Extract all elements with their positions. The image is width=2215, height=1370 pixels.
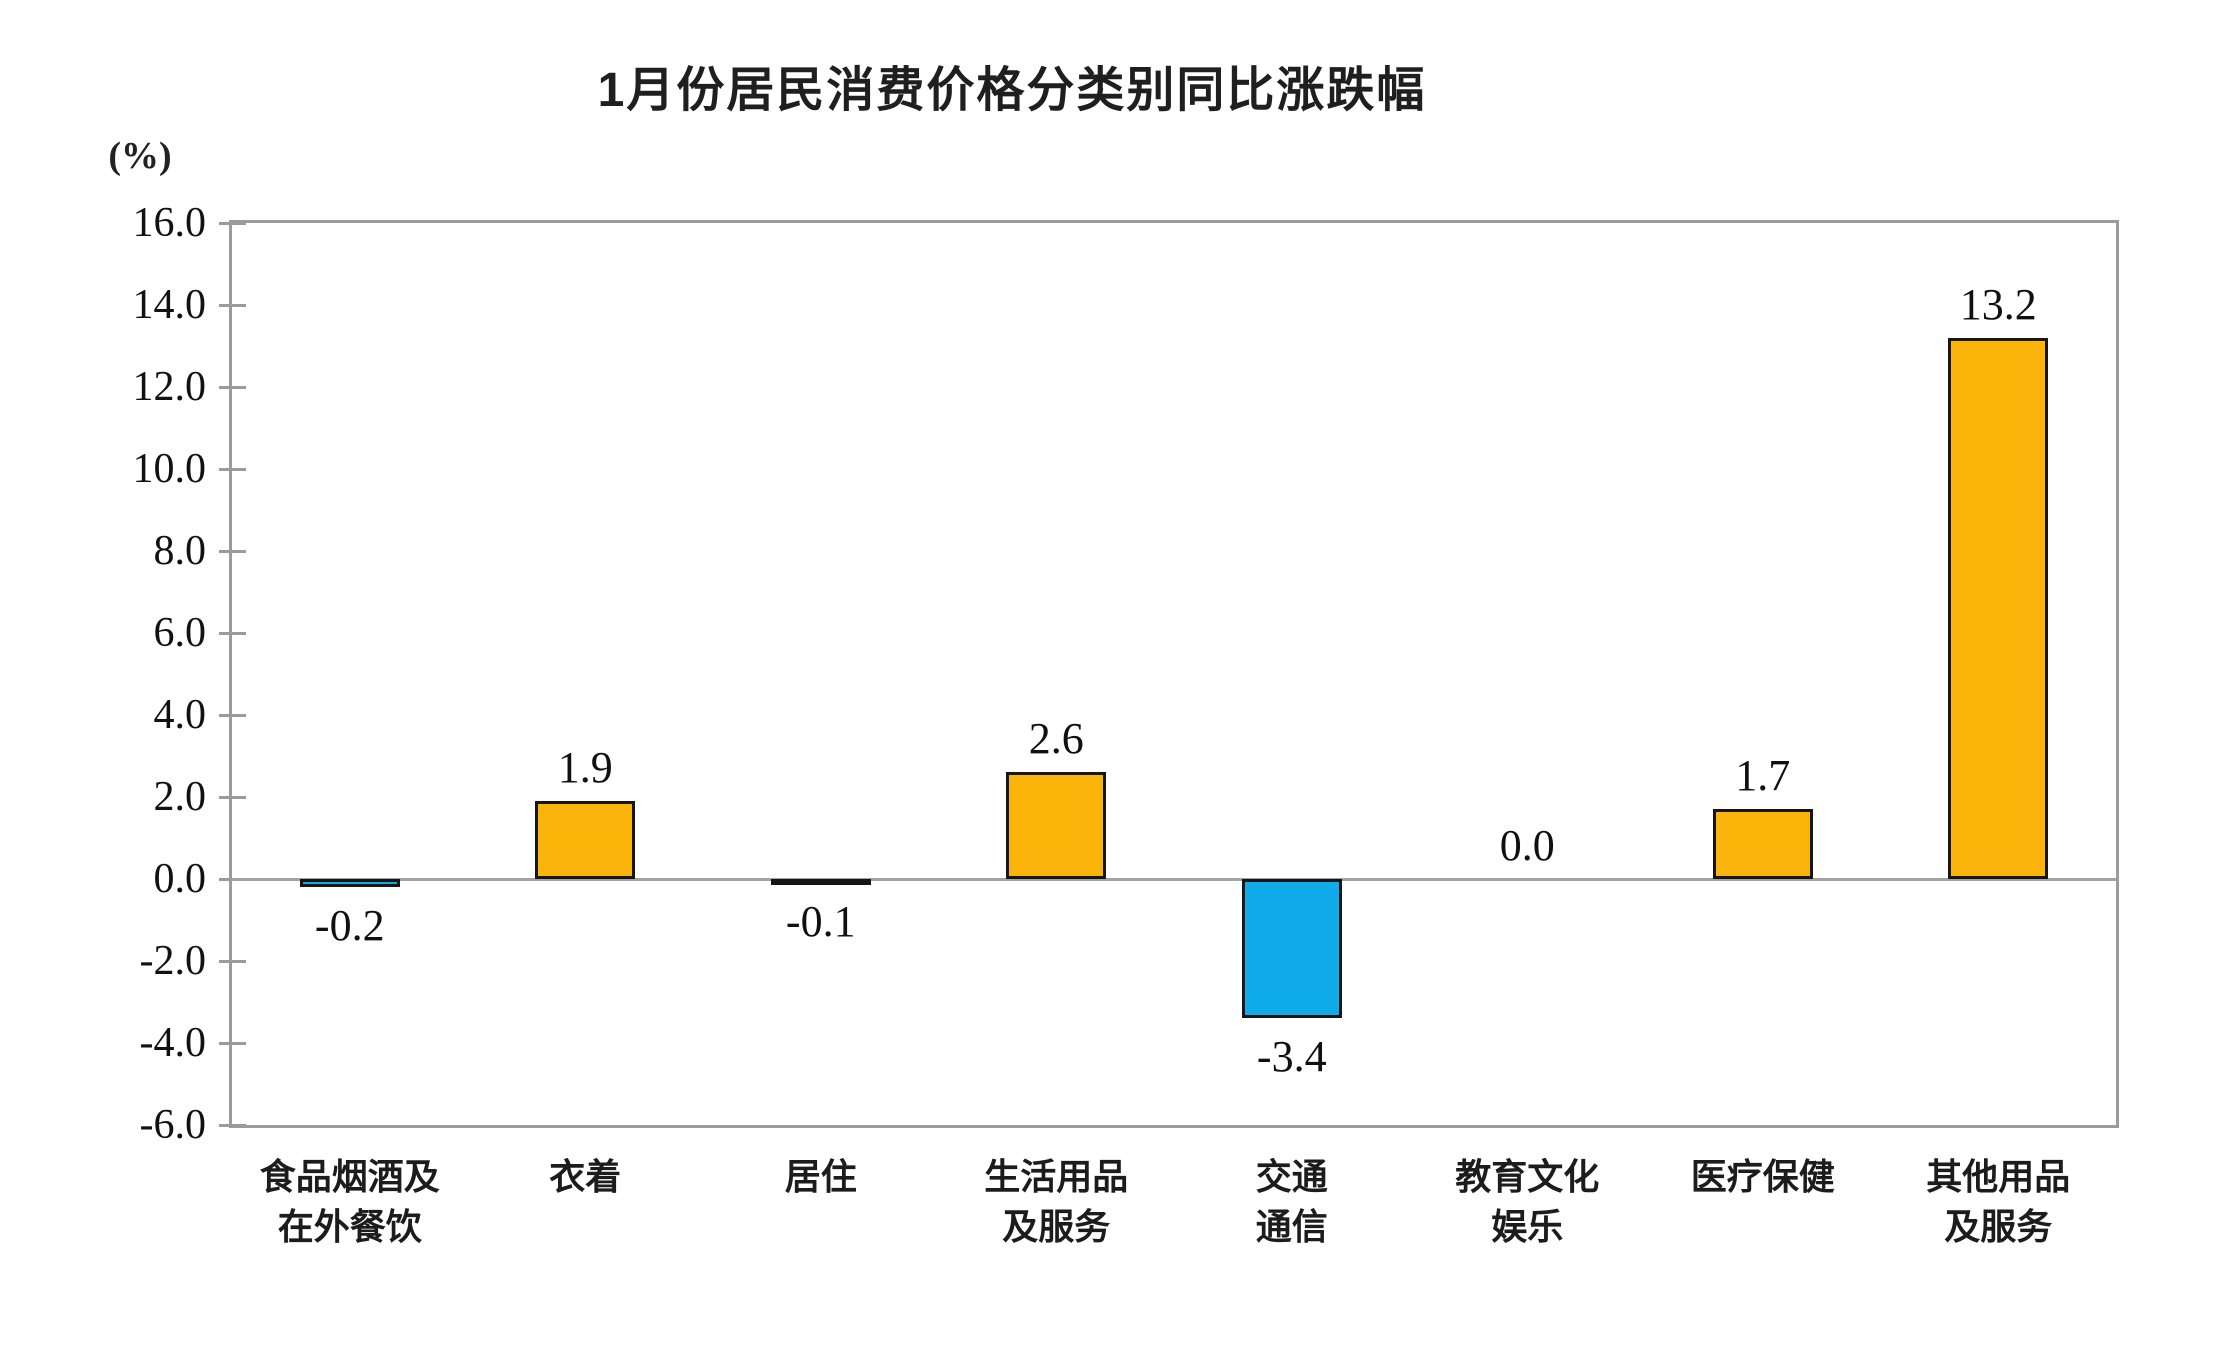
bar-2 bbox=[770, 879, 871, 885]
y-tick-label-2.0: 2.0 bbox=[153, 774, 207, 820]
x-category-label-0: 食品烟酒及 在外餐饮 bbox=[259, 1156, 440, 1247]
y-axis-unit-label: (%) bbox=[108, 135, 172, 177]
y-tick-label-10.0: 10.0 bbox=[132, 446, 207, 492]
bar-7 bbox=[1948, 337, 2049, 879]
y-tick-label-0.0: 0.0 bbox=[153, 856, 207, 902]
y-tick-label-12.0: 12.0 bbox=[132, 364, 207, 410]
y-tick-mark--2.0 bbox=[219, 959, 246, 963]
y-tick-label-16.0: 16.0 bbox=[132, 200, 207, 246]
bar-3 bbox=[1006, 772, 1107, 879]
y-tick-mark--4.0 bbox=[219, 1041, 246, 1045]
x-category-label-7: 其他用品 及服务 bbox=[1926, 1156, 2071, 1247]
y-tick-mark-16.0 bbox=[219, 221, 246, 225]
x-category-label-1: 衣着 bbox=[549, 1156, 622, 1197]
value-label-6: 1.7 bbox=[1735, 751, 1791, 801]
x-category-label-4: 交通 通信 bbox=[1255, 1156, 1328, 1247]
value-label-2: -0.1 bbox=[785, 897, 856, 947]
zero-axis-line bbox=[232, 877, 2116, 881]
value-label-7: 13.2 bbox=[1959, 279, 2037, 329]
y-tick-label-14.0: 14.0 bbox=[132, 282, 207, 328]
value-label-0: -0.2 bbox=[314, 901, 385, 951]
y-tick-label-8.0: 8.0 bbox=[153, 528, 207, 574]
plot-area bbox=[229, 220, 2119, 1128]
y-tick-label-6.0: 6.0 bbox=[153, 610, 207, 656]
value-label-3: 2.6 bbox=[1028, 714, 1084, 764]
x-category-label-2: 居住 bbox=[784, 1156, 857, 1197]
bar-0 bbox=[299, 879, 400, 888]
y-tick-label-4.0: 4.0 bbox=[153, 692, 207, 738]
x-category-label-5: 教育文化 娱乐 bbox=[1455, 1156, 1600, 1247]
bar-6 bbox=[1712, 809, 1813, 879]
y-tick-mark-10.0 bbox=[219, 467, 246, 471]
y-tick-mark-12.0 bbox=[219, 385, 246, 389]
y-tick-mark-14.0 bbox=[219, 303, 246, 307]
value-label-5: 0.0 bbox=[1499, 821, 1555, 870]
y-tick-mark--6.0 bbox=[219, 1123, 246, 1127]
value-label-4: -3.4 bbox=[1256, 1032, 1327, 1082]
bar-4 bbox=[1241, 879, 1342, 1019]
y-tick-mark-4.0 bbox=[219, 713, 246, 717]
y-tick-mark-6.0 bbox=[219, 631, 246, 635]
y-tick-mark-8.0 bbox=[219, 549, 246, 553]
bar-1 bbox=[535, 801, 636, 879]
y-tick-label--6.0: -6.0 bbox=[139, 1102, 207, 1148]
value-label-1: 1.9 bbox=[557, 743, 613, 793]
y-tick-mark-2.0 bbox=[219, 795, 246, 799]
x-category-label-3: 生活用品 及服务 bbox=[984, 1156, 1129, 1247]
y-tick-label--2.0: -2.0 bbox=[139, 938, 207, 984]
y-tick-label--4.0: -4.0 bbox=[139, 1020, 207, 1066]
chart-title: 1月份居民消费价格分类别同比涨跌幅 bbox=[597, 64, 1427, 117]
x-category-label-6: 医疗保健 bbox=[1690, 1156, 1835, 1197]
